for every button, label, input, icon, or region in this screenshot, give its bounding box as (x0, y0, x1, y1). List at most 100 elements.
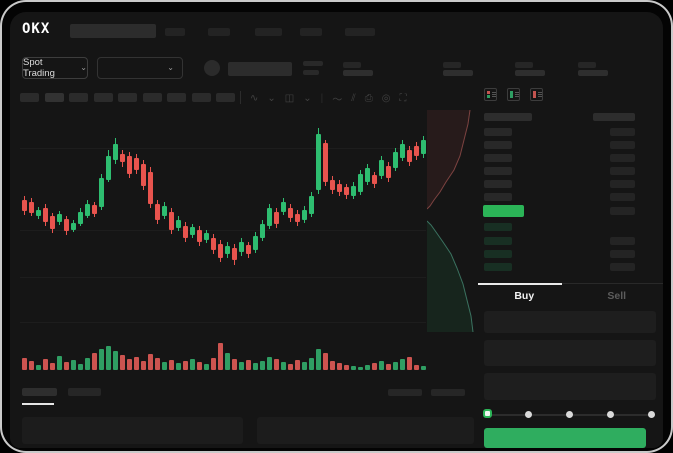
slider-dot[interactable] (566, 411, 573, 418)
interval-button-placeholder[interactable] (118, 93, 137, 102)
interval-button-placeholder[interactable] (142, 93, 162, 102)
nav-item-placeholder[interactable] (255, 28, 282, 36)
volume-bar (316, 349, 321, 370)
stat-label-placeholder (578, 62, 596, 68)
volume-bar (414, 365, 419, 370)
active-tab-indicator (478, 283, 562, 285)
interval-button-placeholder[interactable] (69, 93, 88, 102)
nav-item-placeholder[interactable] (165, 28, 185, 36)
fullscreen-icon[interactable]: ⛶ (399, 93, 407, 104)
last-price-highlight[interactable] (483, 205, 524, 217)
filter-placeholder[interactable] (388, 389, 422, 396)
interval-button-placeholder[interactable] (216, 93, 235, 102)
pair-select-dropdown[interactable]: ⌄ (97, 57, 183, 79)
slider-handle[interactable] (483, 409, 492, 418)
indicator-icon[interactable]: ∿ (250, 93, 259, 104)
candle-body (330, 180, 335, 190)
bid-amount-placeholder[interactable] (610, 237, 635, 245)
measure-icon[interactable]: ⫽ (351, 93, 356, 104)
tab-sell[interactable]: Sell (607, 290, 627, 302)
interval-button-placeholder[interactable] (191, 93, 211, 102)
price-chart[interactable] (20, 112, 426, 336)
candle-body (274, 212, 279, 224)
candle-body (253, 236, 258, 250)
last-price-placeholder (228, 62, 292, 76)
bid-price-placeholder[interactable] (484, 250, 512, 258)
total-input-placeholder[interactable] (484, 373, 656, 400)
price-input-placeholder[interactable] (484, 311, 656, 333)
orders-tab-placeholder[interactable] (22, 388, 57, 396)
interval-button-placeholder[interactable] (93, 93, 113, 102)
bid-price-placeholder[interactable] (484, 263, 512, 271)
ask-amount-placeholder[interactable] (610, 180, 635, 188)
ask-amount-placeholder[interactable] (610, 167, 635, 175)
volume-bar (92, 353, 97, 370)
ticker-search-placeholder[interactable] (70, 24, 156, 38)
ask-amount-placeholder[interactable] (610, 154, 635, 162)
combined-book-icon[interactable] (484, 88, 497, 101)
line-tool-icon[interactable]: 〜 (332, 95, 343, 106)
asks-only-icon[interactable] (530, 88, 543, 101)
interval-button-placeholder[interactable] (20, 93, 39, 102)
slider-dot[interactable] (647, 411, 655, 418)
nav-item-placeholder[interactable] (300, 28, 322, 36)
camera-icon[interactable]: ⎙ (364, 93, 373, 104)
ask-amount-placeholder[interactable] (610, 128, 635, 136)
nav-item-placeholder[interactable] (208, 28, 230, 36)
volume-bar (183, 361, 188, 370)
amount-input-placeholder[interactable] (484, 340, 656, 366)
volume-bar (253, 363, 258, 370)
interval-button-placeholder[interactable] (167, 93, 186, 102)
ask-price-placeholder[interactable] (484, 180, 512, 188)
candle-body (351, 186, 356, 196)
tab-buy[interactable]: Buy (514, 290, 535, 302)
volume-bar (302, 362, 307, 370)
slider-dot[interactable] (606, 411, 614, 418)
candle-body (309, 196, 314, 214)
ask-price-placeholder[interactable] (484, 193, 512, 201)
ask-price-placeholder[interactable] (484, 154, 512, 162)
pair-stat-placeholder (303, 70, 319, 75)
ask-price-placeholder[interactable] (484, 141, 512, 149)
volume-bar (85, 358, 90, 370)
volume-bar (260, 361, 265, 370)
volume-bar (43, 359, 48, 370)
bid-price-placeholder[interactable] (484, 237, 512, 245)
orderbook-amount-header (593, 113, 635, 121)
market-type-dropdown[interactable]: Spot Trading ⌄ (22, 57, 88, 79)
chevron-down-icon[interactable]: ⌄ (267, 93, 276, 104)
bid-amount-placeholder[interactable] (610, 250, 635, 258)
candle-body (232, 248, 237, 260)
candle-body (281, 202, 286, 212)
interval-button-placeholder[interactable] (44, 93, 64, 102)
ask-amount-placeholder[interactable] (610, 193, 635, 201)
chevron-down-icon[interactable]: ⌄ (303, 93, 312, 104)
gridline (20, 148, 426, 149)
volume-bar (50, 363, 55, 370)
candle-body (211, 238, 216, 250)
candle-style-icon[interactable]: ◫ (284, 93, 295, 104)
nav-item-placeholder[interactable] (345, 28, 375, 36)
volume-bar (113, 351, 118, 370)
volume-bar (274, 359, 279, 370)
filter-placeholder[interactable] (431, 389, 465, 396)
slider-dot[interactable] (525, 411, 533, 418)
candle-body (218, 244, 223, 258)
bid-amount-placeholder[interactable] (610, 263, 635, 271)
volume-bar (57, 356, 62, 370)
coin-icon (204, 60, 220, 76)
chart-tools: ∿ ⌄ ◫ ⌄ | 〜 ⫽ ⎙ ◎ ⛶ (250, 91, 406, 106)
history-tab-placeholder[interactable] (68, 388, 101, 396)
ask-price-placeholder[interactable] (484, 128, 512, 136)
divider: | (320, 93, 324, 104)
stat-label-placeholder (443, 62, 461, 68)
bids-only-icon[interactable] (507, 88, 520, 101)
ask-amount-placeholder[interactable] (610, 141, 635, 149)
volume-bar (372, 363, 377, 370)
settings-icon[interactable]: ◎ (381, 93, 391, 104)
buy-submit-button[interactable] (484, 428, 646, 448)
volume-bar (421, 366, 426, 370)
ask-price-placeholder[interactable] (484, 167, 512, 175)
bid-price-placeholder[interactable] (484, 223, 512, 231)
